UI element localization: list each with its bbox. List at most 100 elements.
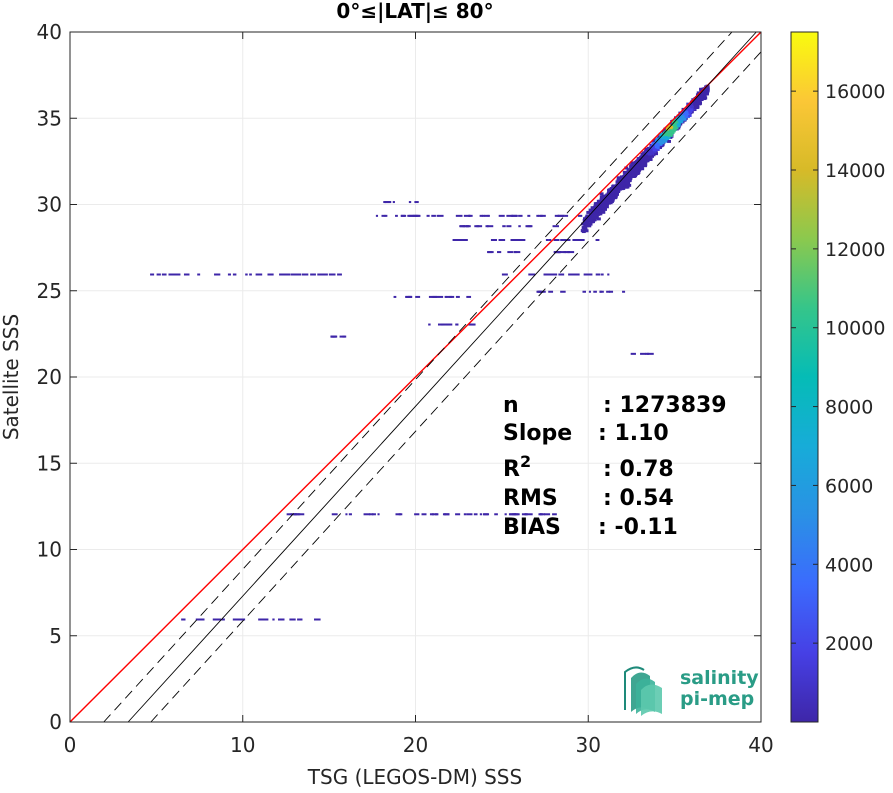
density-cell — [665, 130, 670, 134]
density-cell — [574, 273, 580, 276]
stat-value-rms: : 0.54 — [603, 486, 674, 511]
density-cell — [625, 173, 630, 177]
regression-plus-rms-line — [103, 31, 733, 723]
density-cell — [286, 513, 294, 516]
density-cell — [704, 88, 709, 92]
density-cell — [255, 273, 263, 276]
density-cell — [444, 513, 450, 516]
colorbar-tick-label: 4000 — [825, 554, 873, 576]
density-cell — [513, 251, 521, 254]
density-cell — [384, 201, 392, 204]
colorbar-tick-label: 8000 — [825, 397, 873, 419]
density-cell — [280, 273, 288, 276]
density-cell — [543, 273, 549, 276]
density-cell — [686, 106, 691, 110]
density-cell — [574, 239, 579, 241]
density-cell — [348, 513, 352, 516]
density-cell — [700, 91, 705, 95]
density-cell — [563, 251, 567, 254]
density-cell — [548, 290, 554, 293]
density-cell — [640, 159, 645, 163]
density-cell — [591, 216, 596, 220]
density-cell — [259, 618, 264, 621]
density-cell — [699, 96, 704, 100]
density-cell — [487, 214, 490, 217]
density-cell — [585, 214, 590, 218]
density-cell — [509, 513, 517, 516]
density-cell — [587, 224, 592, 228]
density-cell — [597, 212, 602, 216]
density-cell — [584, 218, 589, 222]
density-cell — [384, 214, 388, 217]
colorbar-tick-label: 16000 — [825, 81, 885, 103]
density-cell — [581, 222, 586, 226]
density-cell — [612, 187, 617, 191]
density-cell — [655, 137, 660, 141]
density-cell — [559, 273, 564, 276]
density-cell — [156, 273, 161, 276]
density-cell — [581, 230, 586, 234]
density-cell — [161, 273, 167, 276]
y-axis-label: Satellite SSS — [0, 314, 23, 440]
colorbar — [790, 31, 819, 723]
density-cell — [510, 214, 518, 217]
density-cell — [331, 513, 338, 516]
density-cell — [555, 239, 559, 241]
density-cell — [497, 251, 502, 254]
density-cell — [631, 174, 636, 178]
density-cell — [479, 214, 483, 217]
density-cell — [438, 295, 444, 298]
density-cell — [678, 115, 683, 119]
density-cell — [501, 273, 508, 276]
regression-line — [127, 31, 757, 723]
density-cell — [455, 214, 463, 217]
density-cell — [431, 295, 438, 298]
stat-label-n: n — [503, 393, 519, 418]
density-cell — [466, 513, 473, 516]
density-cell — [369, 513, 374, 516]
density-cell — [602, 200, 607, 204]
density-cell — [408, 201, 412, 204]
density-cell — [601, 273, 604, 276]
waves-icon — [624, 666, 662, 716]
density-cell — [605, 198, 610, 202]
density-cell — [514, 239, 520, 241]
density-cell — [676, 123, 681, 127]
density-cell — [342, 335, 346, 338]
density-cell — [643, 154, 648, 158]
density-cell — [632, 168, 637, 172]
density-cell — [593, 202, 598, 206]
density-cell — [630, 352, 636, 355]
density-cell — [640, 158, 645, 162]
density-cell — [297, 618, 303, 621]
density-cell — [320, 273, 325, 276]
density-cell — [648, 148, 653, 152]
density-cell — [363, 513, 371, 516]
density-cell — [582, 290, 586, 293]
density-cell — [645, 153, 650, 157]
x-tick-label: 0 — [64, 733, 77, 757]
y-tick-label: 0 — [49, 710, 62, 734]
density-cell — [547, 273, 553, 276]
density-cell — [578, 239, 585, 241]
density-cell — [377, 513, 380, 516]
density-cell — [610, 195, 615, 199]
density-cell — [414, 201, 419, 204]
density-cell — [610, 191, 615, 195]
density-cell — [492, 239, 497, 241]
density-cell — [518, 214, 523, 217]
stat-label-slope: Slope — [503, 421, 572, 446]
density-cell — [345, 513, 348, 516]
density-cell — [536, 214, 539, 217]
density-cell — [583, 273, 589, 276]
density-cell — [704, 92, 709, 96]
density-cell — [678, 119, 683, 123]
density-cell — [245, 273, 248, 276]
density-cell — [217, 618, 221, 621]
density-cell — [463, 513, 467, 516]
density-cell — [395, 513, 401, 516]
density-cell — [552, 513, 557, 516]
y-tick-label: 35 — [37, 106, 62, 130]
density-cell — [684, 110, 689, 114]
